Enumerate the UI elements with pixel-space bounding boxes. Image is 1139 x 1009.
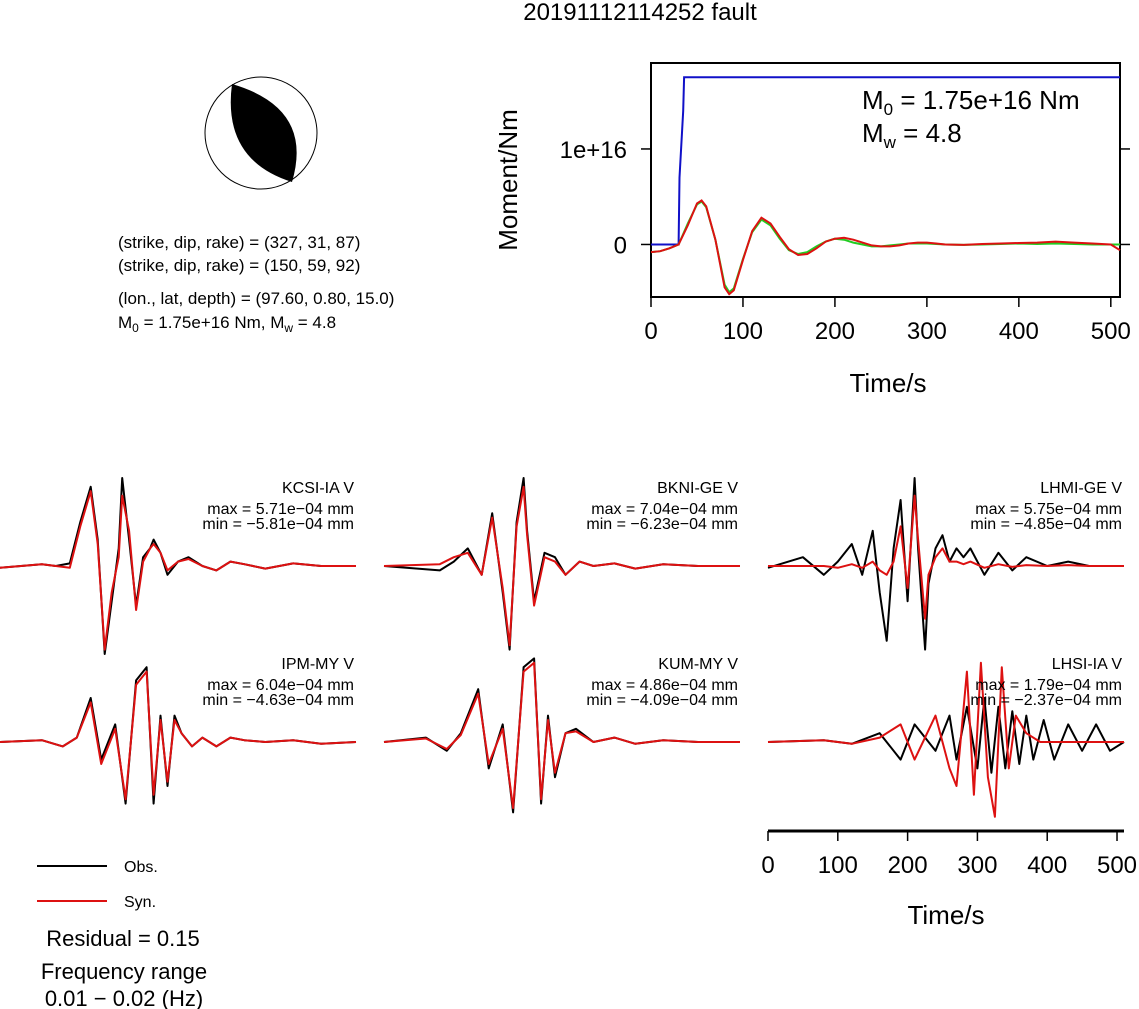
legend: Obs. Syn. xyxy=(37,859,158,911)
moment-x-tick-label: 500 xyxy=(1091,318,1131,345)
legend-syn-label: Syn. xyxy=(124,894,156,911)
frequency-range-label: Frequency range xyxy=(41,959,207,984)
waveform-x-tick-label: 400 xyxy=(1027,852,1067,879)
synthetic-waveform xyxy=(768,494,1124,620)
focal-mechanism-beachball xyxy=(204,76,318,190)
moment-annotation-mw: Mw = 4.8 xyxy=(862,118,962,152)
station-name: KCSI-IA V xyxy=(282,480,354,497)
frequency-range-value: 0.01 − 0.02 (Hz) xyxy=(45,986,203,1009)
nodal-plane-2: (strike, dip, rake) = (150, 59, 92) xyxy=(118,256,360,275)
waveform-x-label: Time/s xyxy=(907,900,984,930)
station-max: max = 1.79e−04 mm xyxy=(975,677,1122,694)
waveform-time-axis: 0 100 200 300 400 500 xyxy=(761,829,1137,879)
nodal-plane-1: (strike, dip, rake) = (327, 31, 87) xyxy=(118,233,360,252)
observed-waveform xyxy=(767,477,1124,651)
moment-magnitude-line: M0 = 1.75e+16 Nm, Mw = 4.8 xyxy=(118,313,336,335)
moment-x-tick-label: 0 xyxy=(644,318,657,345)
moment-annotation-m0: M0 = 1.75e+16 Nm xyxy=(862,85,1080,119)
station-name: KUM-MY V xyxy=(658,656,738,673)
synthetic-waveform xyxy=(0,670,357,801)
moment-series xyxy=(650,76,1121,296)
moment-x-label: Time/s xyxy=(849,368,926,398)
moment-plot-frame xyxy=(650,62,1121,298)
waveform-x-tick-label: 300 xyxy=(957,852,997,879)
synthetic-waveform xyxy=(767,661,1124,818)
moment-x-tick-label: 100 xyxy=(723,318,763,345)
moment-series-line-2 xyxy=(650,199,1121,296)
waveform-x-tick-label: 200 xyxy=(888,852,928,879)
waveform-x-tick-label: 0 xyxy=(761,852,774,879)
synthetic-waveform xyxy=(383,485,740,647)
moment-y-label: Moment/Nm xyxy=(493,109,523,251)
station-name: BKNI-GE V xyxy=(657,480,738,497)
moment-x-axis: 0 100 200 300 400 500 xyxy=(644,297,1131,345)
station-name: IPM-MY V xyxy=(281,656,354,673)
station-max: max = 7.04e−04 mm xyxy=(591,501,738,518)
station-max: max = 5.71e−04 mm xyxy=(207,501,354,518)
station-max: max = 4.86e−04 mm xyxy=(591,677,738,694)
moment-rate-plot: 0 100 200 300 400 500 0 1e+16 Time/s Moment/Nm… xyxy=(493,62,1131,398)
moment-series-line-0 xyxy=(651,76,1120,246)
moment-x-tick-label: 300 xyxy=(907,318,947,345)
moment-y-tick-label: 1e+16 xyxy=(560,137,627,164)
legend-obs-label: Obs. xyxy=(124,859,158,876)
station-min: min = −6.23e−04 mm xyxy=(586,516,738,533)
figure-title: 20191112114252 fault xyxy=(523,0,757,26)
station-name: LHSI-IA V xyxy=(1052,656,1123,673)
station-max: max = 6.04e−04 mm xyxy=(207,677,354,694)
moment-x-tick-label: 400 xyxy=(999,318,1039,345)
waveform-x-tick-label: 100 xyxy=(818,852,858,879)
station-name: LHMI-GE V xyxy=(1040,480,1122,497)
station-min: min = −4.63e−04 mm xyxy=(202,692,354,709)
moment-y-tick-label: 0 xyxy=(614,232,627,259)
residual-value: Residual = 0.15 xyxy=(46,926,200,951)
station-min: min = −5.81e−04 mm xyxy=(202,516,354,533)
synthetic-waveform xyxy=(0,490,356,651)
station-min: min = −4.09e−04 mm xyxy=(586,692,738,709)
moment-x-tick-label: 200 xyxy=(815,318,855,345)
observed-waveform xyxy=(767,697,1125,774)
synthetic-waveform xyxy=(383,661,740,809)
station-min: min = −4.85e−04 mm xyxy=(970,516,1122,533)
hypocenter-location: (lon., lat, depth) = (97.60, 0.80, 15.0) xyxy=(118,289,394,308)
station-min: min = −2.37e−04 mm xyxy=(970,692,1122,709)
waveform-x-tick-label: 500 xyxy=(1097,852,1137,879)
moment-y-axis: 0 1e+16 xyxy=(560,137,1130,259)
station-max: max = 5.75e−04 mm xyxy=(975,501,1122,518)
